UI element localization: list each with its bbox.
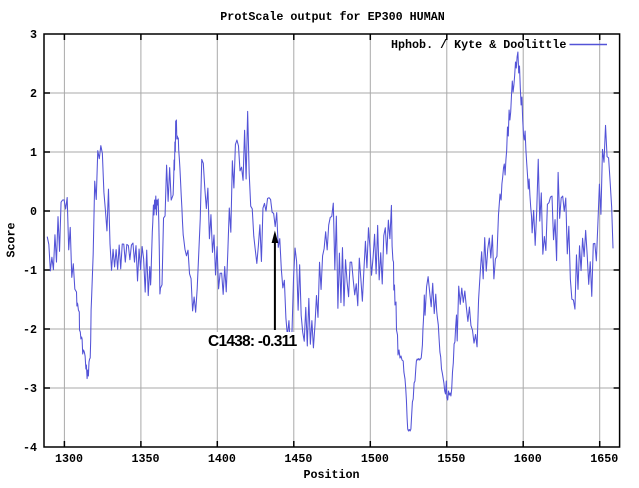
svg-text:1550: 1550: [437, 452, 465, 466]
svg-text:1300: 1300: [55, 452, 83, 466]
svg-text:1600: 1600: [514, 452, 542, 466]
svg-text:-4: -4: [23, 441, 37, 455]
svg-text:Score: Score: [5, 222, 19, 257]
svg-text:1350: 1350: [131, 452, 159, 466]
svg-text:-1: -1: [23, 264, 37, 278]
svg-text:3: 3: [30, 28, 37, 42]
svg-text:ProtScale output for EP300 HUM: ProtScale output for EP300 HUMAN: [220, 10, 444, 24]
svg-text:1450: 1450: [284, 452, 312, 466]
svg-text:1400: 1400: [208, 452, 236, 466]
svg-text:0: 0: [30, 205, 37, 219]
svg-text:1: 1: [30, 146, 37, 160]
svg-text:-2: -2: [23, 323, 37, 337]
svg-text:Hphob. / Kyte & Doolittle: Hphob. / Kyte & Doolittle: [391, 38, 566, 52]
svg-text:-3: -3: [23, 382, 37, 396]
svg-text:1500: 1500: [361, 452, 389, 466]
svg-text:Position: Position: [303, 468, 359, 482]
svg-text:C1438: -0.311: C1438: -0.311: [208, 333, 298, 350]
svg-text:1650: 1650: [590, 452, 618, 466]
svg-text:2: 2: [30, 87, 37, 101]
